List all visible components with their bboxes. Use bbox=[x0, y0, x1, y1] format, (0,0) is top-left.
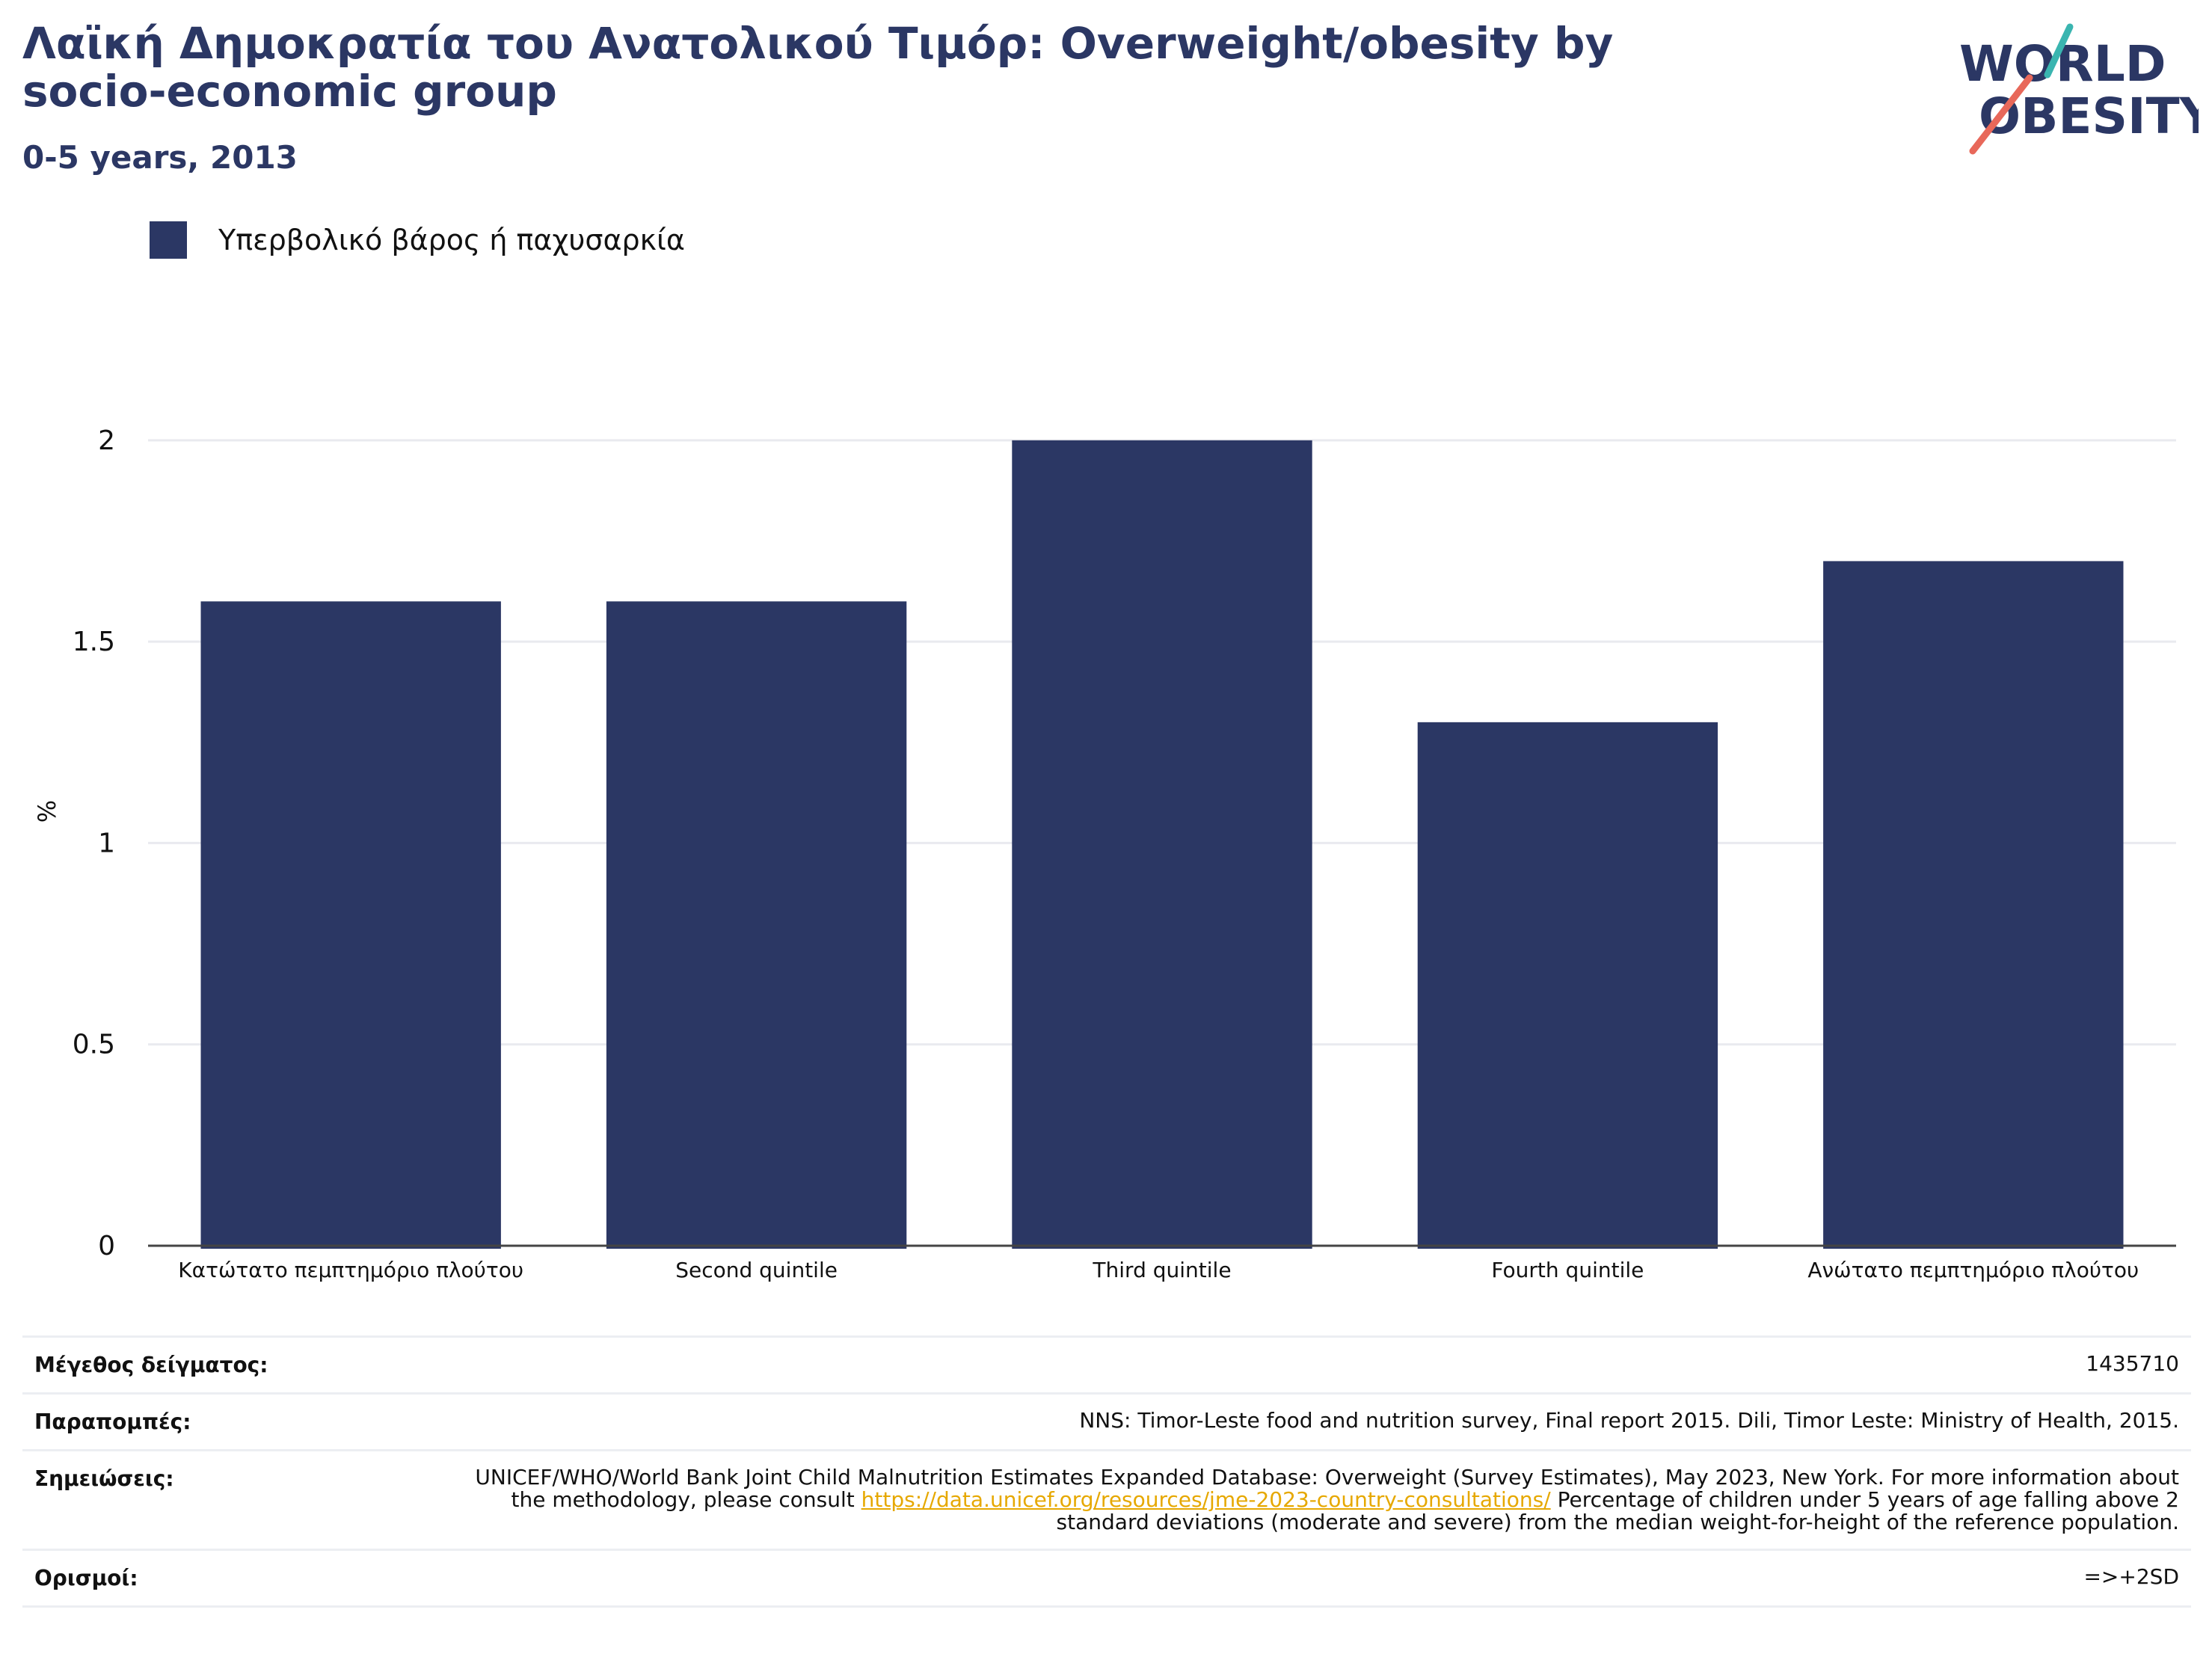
legend: Υπερβολικό βάρος ή παχυσαρκία bbox=[150, 221, 685, 259]
y-tick-label: 1.5 bbox=[73, 627, 115, 657]
x-tick-label: Third quintile bbox=[1092, 1258, 1231, 1282]
bar[interactable] bbox=[1417, 722, 1718, 1249]
world-obesity-logo: WORLD OBESITY bbox=[1959, 23, 2199, 155]
meta-sample-label: Μέγεθος δείγματος: bbox=[34, 1353, 268, 1377]
bar[interactable] bbox=[606, 601, 907, 1249]
bar[interactable] bbox=[1012, 440, 1312, 1249]
bar[interactable] bbox=[200, 601, 501, 1249]
meta-sample-value: 1435710 bbox=[2086, 1351, 2179, 1376]
meta-refs-label: Παραπομπές: bbox=[34, 1409, 191, 1434]
y-axis-ticks: 0 0.5 1 1.5 2 bbox=[73, 425, 115, 1261]
meta-notes-text-after: Percentage of children under 5 years of … bbox=[1056, 1487, 2179, 1534]
meta-defs-label: Ορισμοί: bbox=[34, 1566, 138, 1590]
logo-slash-coral bbox=[1969, 74, 2033, 155]
meta-row-definitions: Ορισμοί: =>+2SD bbox=[22, 1549, 2191, 1608]
meta-notes-text-before: UNICEF/WHO/World Bank Joint Child Malnut… bbox=[475, 1465, 2179, 1512]
meta-defs-value: =>+2SD bbox=[2083, 1564, 2179, 1589]
meta-row-sample: Μέγεθος δείγματος: 1435710 bbox=[22, 1335, 2191, 1392]
legend-label: Υπερβολικό βάρος ή παχυσαρκία bbox=[218, 224, 685, 256]
y-tick-label: 0 bbox=[98, 1231, 115, 1261]
x-tick-label: Second quintile bbox=[675, 1258, 838, 1282]
x-tick-label: Fourth quintile bbox=[1491, 1258, 1644, 1282]
chart-subtitle: 0-5 years, 2013 bbox=[22, 139, 298, 176]
legend-swatch bbox=[150, 221, 187, 259]
x-axis-labels: Κατώτατο πεμπτημόριο πλούτου Second quint… bbox=[178, 1258, 2139, 1282]
bar-chart: 0 0.5 1 1.5 2 % Κατώτατο πεμπτημόριο πλούτου… bbox=[33, 425, 2176, 1282]
meta-refs-value: NNS: Timor-Leste food and nutrition surv… bbox=[1079, 1408, 2179, 1433]
metadata-table: Μέγεθος δείγματος: 1435710 Παραπομπές: N… bbox=[22, 1335, 2191, 1608]
meta-notes-label: Σημειώσεις: bbox=[34, 1466, 174, 1491]
meta-notes-value: UNICEF/WHO/World Bank Joint Child Malnut… bbox=[453, 1466, 2179, 1534]
x-tick-label: Ανώτατο πεμπτημόριο πλούτου bbox=[1807, 1258, 2139, 1282]
meta-notes-link[interactable]: https://data.unicef.org/resources/jme-20… bbox=[861, 1487, 1551, 1512]
y-tick-label: 2 bbox=[98, 425, 115, 456]
meta-row-references: Παραπομπές: NNS: Timor-Leste food and nu… bbox=[22, 1392, 2191, 1449]
bar[interactable] bbox=[1823, 561, 2124, 1249]
chart-title: Λαϊκή Δημοκρατία του Ανατολικού Τιμόρ: O… bbox=[22, 18, 1614, 117]
bars bbox=[200, 440, 2124, 1249]
y-tick-label: 1 bbox=[98, 828, 115, 858]
x-tick-label: Κατώτατο πεμπτημόριο πλούτου bbox=[178, 1258, 523, 1282]
logo-slash-teal bbox=[2044, 23, 2074, 79]
y-axis-label: % bbox=[33, 800, 61, 823]
meta-row-notes: Σημειώσεις: UNICEF/WHO/World Bank Joint … bbox=[22, 1449, 2191, 1549]
y-tick-label: 0.5 bbox=[73, 1030, 115, 1060]
